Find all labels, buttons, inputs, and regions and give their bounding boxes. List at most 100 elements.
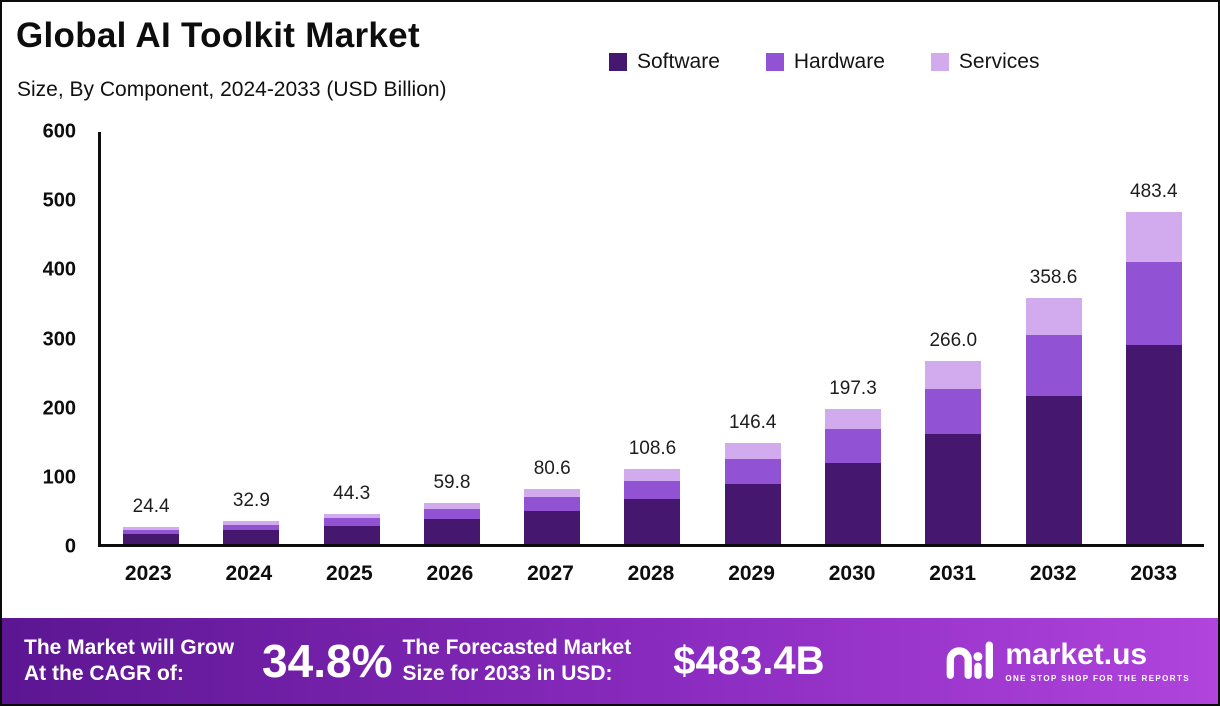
bar-segment-services	[724, 443, 781, 459]
bar-slot-2028: 108.6	[602, 132, 702, 544]
cagr-value: 34.8%	[262, 635, 393, 687]
legend-item-services: Services	[930, 50, 1040, 74]
bar-segment-hardware	[925, 388, 982, 435]
stacked-bar-2032	[1025, 297, 1082, 544]
bar-total-label: 24.4	[132, 496, 170, 518]
brand-text: market.us ONE STOP SHOP FOR THE REPORTS	[1005, 637, 1190, 683]
stacked-bar-2025	[323, 513, 380, 544]
legend-swatch-icon	[765, 53, 784, 71]
bar-slot-2031: 266.0	[903, 132, 1003, 544]
stacked-bar-2031	[925, 361, 982, 544]
bar-segment-software	[925, 434, 982, 544]
legend-item-hardware: Hardware	[765, 50, 885, 74]
legend-label: Services	[958, 50, 1040, 73]
bar-segment-software	[824, 462, 881, 544]
stacked-bar-2028	[624, 469, 681, 544]
bar-segment-services	[624, 469, 681, 481]
bar-segment-services	[925, 361, 982, 389]
footer-banner: The Market will Grow At the CAGR of: 34.…	[2, 618, 1218, 704]
bar-segment-software	[624, 499, 681, 544]
cagr-caption-line2: At the CAGR of:	[24, 662, 184, 685]
bar-segment-hardware	[824, 428, 881, 463]
x-axis-label-2031: 2031	[929, 562, 976, 585]
bar-total-label: 483.4	[1130, 181, 1178, 203]
bar-slot-2026: 59.8	[402, 132, 502, 544]
bar-slot-2023: 24.4	[101, 132, 201, 544]
bar-segment-hardware	[223, 524, 280, 531]
bar-segment-software	[223, 530, 280, 544]
x-axis-label-2026: 2026	[426, 562, 474, 585]
bar-segment-software	[123, 533, 180, 544]
legend-swatch-icon	[930, 53, 949, 71]
x-axis-label-2030: 2030	[828, 562, 876, 585]
page-title: Global AI Toolkit Market	[16, 16, 420, 55]
bar-slot-2024: 32.9	[201, 132, 301, 544]
forecast-caption-line1: The Forecasted Market	[402, 635, 632, 659]
legend-item-software: Software	[609, 50, 720, 74]
bar-segment-hardware	[724, 458, 781, 484]
brand-name: market.us	[1005, 637, 1148, 671]
stacked-bar-2026	[423, 502, 480, 544]
x-axis-labels: 2023 2024 2025 2026 2027 2028 2029 2030 2031 2032…	[98, 562, 1204, 586]
bar-segment-software	[1125, 344, 1182, 544]
bar-segment-services	[824, 408, 881, 429]
x-axis-label-2027: 2027	[527, 562, 574, 585]
x-axis-label-2029: 2029	[728, 562, 775, 585]
y-axis-labels: 0 100 200 300 400 500 600	[2, 121, 86, 558]
y-tick-label: 100	[42, 466, 76, 489]
bar-segment-services	[323, 513, 380, 519]
bar-segment-software	[724, 483, 781, 544]
bar-slot-2025: 44.3	[302, 132, 402, 544]
x-axis-label-2033: 2033	[1130, 562, 1178, 585]
bar-slot-2027: 80.6	[502, 132, 602, 544]
forecast-caption-line2: Size for 2033 in USD:	[402, 662, 613, 685]
bar-total-label: 146.4	[728, 412, 777, 434]
bar-total-label: 358.6	[1029, 266, 1078, 288]
y-tick-label: 200	[42, 397, 76, 420]
bar-total-label: 80.6	[533, 457, 571, 479]
bar-segment-services	[223, 521, 280, 525]
stacked-bar-2033	[1125, 212, 1182, 544]
bar-segment-software	[323, 525, 380, 544]
y-tick-label: 500	[42, 189, 76, 212]
market-us-logo-icon	[943, 637, 995, 686]
bar-segment-services	[524, 488, 581, 497]
stacked-bar-2030	[824, 408, 881, 544]
bar-segment-services	[1025, 297, 1082, 335]
bar-total-label: 266.0	[929, 330, 978, 352]
forecast-value: $483.4B	[673, 638, 825, 683]
bar-total-label: 59.8	[433, 471, 471, 493]
legend: Software Hardware Services	[609, 50, 1039, 74]
bar-slot-2030: 197.3	[803, 132, 903, 544]
bar-segment-hardware	[524, 496, 581, 511]
bar-slot-2033: 483.4	[1104, 132, 1204, 544]
bar-segment-software	[1025, 396, 1082, 544]
cagr-caption: The Market will Grow At the CAGR of:	[24, 635, 234, 688]
bar-segment-services	[1125, 212, 1182, 262]
legend-label: Software	[637, 50, 720, 73]
bar-segment-hardware	[423, 509, 480, 520]
bar-segment-services	[123, 527, 180, 530]
bar-segment-software	[423, 519, 480, 544]
bar-segment-services	[423, 502, 480, 510]
bar-segment-hardware	[1025, 334, 1082, 397]
bar-total-label: 44.3	[333, 482, 371, 504]
x-axis-label-2024: 2024	[225, 562, 273, 585]
page-subtitle: Size, By Component, 2024-2033 (USD Billi…	[17, 78, 447, 101]
y-tick-label: 600	[42, 120, 76, 143]
y-tick-label: 300	[42, 328, 76, 350]
bar-segment-hardware	[323, 518, 380, 526]
bar-slot-2029: 146.4	[703, 132, 803, 544]
x-axis-label-2025: 2025	[326, 562, 373, 585]
bar-slot-2032: 358.6	[1003, 132, 1103, 544]
stacked-bar-2023	[123, 527, 180, 544]
x-axis-label-2023: 2023	[124, 562, 172, 585]
brand-logo: market.us ONE STOP SHOP FOR THE REPORTS	[943, 637, 1196, 686]
legend-swatch-icon	[609, 53, 627, 71]
legend-label: Hardware	[793, 50, 885, 73]
bar-total-label: 108.6	[628, 438, 677, 460]
bar-segment-hardware	[1125, 261, 1182, 345]
y-tick-label: 400	[42, 258, 76, 281]
cagr-caption-line1: The Market will Grow	[24, 635, 235, 659]
